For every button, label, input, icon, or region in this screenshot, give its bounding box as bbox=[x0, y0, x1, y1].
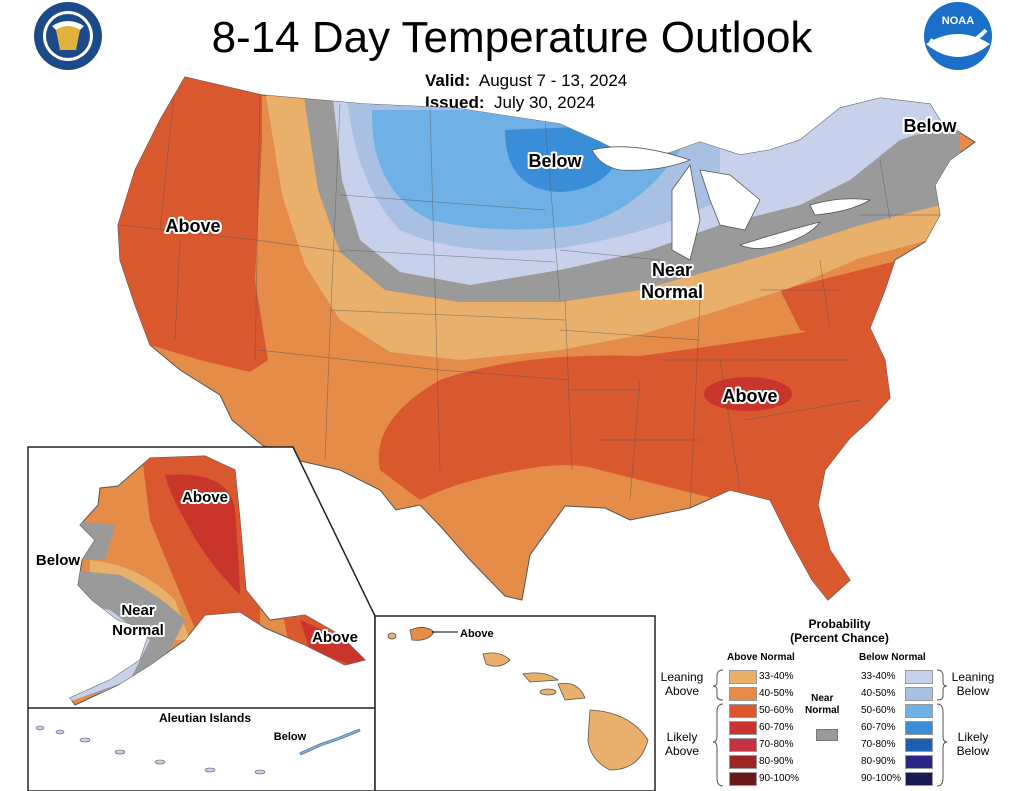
legend-likely-above-line1: Likely bbox=[666, 730, 698, 744]
legend-range-above-40-50: 40-50% bbox=[759, 688, 794, 699]
legend-range-above-60-70: 60-70% bbox=[759, 722, 794, 733]
noaa-logo-icon: NOAA bbox=[924, 2, 992, 70]
legend-title: Probability (Percent Chance) bbox=[655, 617, 1024, 645]
probability-legend: Probability (Percent Chance) Above Norma… bbox=[655, 612, 1024, 791]
label-below-northeast: Below bbox=[903, 116, 957, 136]
legend-leaning-below-line1: Leaning bbox=[951, 670, 995, 684]
legend-range-below-60-70: 60-70% bbox=[861, 722, 896, 733]
legend-swatch-above-50-60 bbox=[729, 704, 757, 718]
legend-swatch-below-40-50 bbox=[905, 687, 933, 701]
legend-leaning-above-line1: Leaning bbox=[660, 670, 704, 684]
legend-range-above-80-90: 80-90% bbox=[759, 756, 794, 767]
legend-below-header: Below Normal bbox=[859, 652, 926, 663]
label-below-north: Below bbox=[528, 151, 582, 171]
legend-leaning-below: Leaning Below bbox=[947, 670, 999, 698]
legend-swatch-above-33-40 bbox=[729, 670, 757, 684]
label-above-west: Above bbox=[165, 216, 220, 236]
legend-swatch-below-50-60 bbox=[905, 704, 933, 718]
legend-range-below-50-60: 50-60% bbox=[861, 705, 896, 716]
legend-likely-below-line2: Below bbox=[956, 744, 990, 758]
alaska-label-near-line1: Near bbox=[121, 602, 155, 619]
legend-title-line2: (Percent Chance) bbox=[790, 631, 889, 645]
aleutian-label-below: Below bbox=[274, 731, 307, 743]
label-near-normal-line1: Near bbox=[652, 260, 692, 280]
issued-line: Issued: July 30, 2024 bbox=[425, 92, 595, 114]
legend-range-below-80-90: 80-90% bbox=[861, 756, 896, 767]
alaska-label-near-line2: Normal bbox=[112, 622, 164, 639]
legend-swatch-above-40-50 bbox=[729, 687, 757, 701]
legend-range-above-90-100: 90-100% bbox=[759, 773, 800, 784]
legend-swatch-below-33-40 bbox=[905, 670, 933, 684]
alaska-label-above-north: Above bbox=[182, 489, 228, 506]
legend-swatch-below-90-100 bbox=[905, 772, 933, 786]
department-of-commerce-seal-icon bbox=[34, 2, 102, 70]
svg-text:NOAA: NOAA bbox=[942, 15, 974, 27]
legend-leaning-below-line2: Below bbox=[956, 684, 990, 698]
legend-above-header: Above Normal bbox=[727, 652, 795, 663]
legend-swatch-above-60-70 bbox=[729, 721, 757, 735]
valid-label: Valid: bbox=[425, 71, 471, 90]
label-near-normal-line2: Normal bbox=[641, 282, 703, 302]
legend-range-above-33-40: 33-40% bbox=[759, 671, 794, 682]
legend-range-above-70-80: 70-80% bbox=[759, 739, 794, 750]
legend-likely-below: Likely Below bbox=[947, 730, 999, 758]
legend-range-below-70-80: 70-80% bbox=[861, 739, 896, 750]
legend-likely-above-line2: Above bbox=[664, 744, 700, 758]
legend-range-below-90-100: 90-100% bbox=[861, 773, 902, 784]
issued-date: July 30, 2024 bbox=[493, 93, 596, 112]
legend-near-normal-swatch bbox=[816, 729, 838, 741]
legend-near-normal-line1: Near bbox=[811, 693, 834, 704]
legend-likely-below-line1: Likely bbox=[957, 730, 989, 744]
legend-braces bbox=[712, 669, 948, 787]
aleutian-title: Aleutian Islands bbox=[159, 711, 251, 725]
legend-title-line1: Probability bbox=[808, 617, 871, 631]
legend-leaning-above-line2: Above bbox=[664, 684, 700, 698]
legend-range-below-40-50: 40-50% bbox=[861, 688, 896, 699]
conus-map bbox=[117, 76, 976, 601]
legend-near-normal: Near Normal bbox=[805, 693, 839, 717]
legend-swatch-below-80-90 bbox=[905, 755, 933, 769]
valid-dates: August 7 - 13, 2024 bbox=[478, 71, 628, 90]
alaska-label-above-southeast: Above bbox=[312, 629, 358, 646]
hawaii-map bbox=[387, 627, 649, 771]
legend-likely-above: Likely Above bbox=[657, 730, 707, 758]
label-above-southeast: Above bbox=[722, 386, 777, 406]
map-title: 8-14 Day Temperature Outlook bbox=[211, 13, 813, 62]
valid-line: Valid: August 7 - 13, 2024 bbox=[425, 70, 627, 92]
legend-swatch-above-70-80 bbox=[729, 738, 757, 752]
legend-near-normal-line2: Normal bbox=[805, 705, 840, 716]
legend-range-below-33-40: 33-40% bbox=[861, 671, 896, 682]
legend-swatch-below-60-70 bbox=[905, 721, 933, 735]
legend-swatch-above-90-100 bbox=[729, 772, 757, 786]
legend-swatch-below-70-80 bbox=[905, 738, 933, 752]
legend-swatch-above-80-90 bbox=[729, 755, 757, 769]
legend-range-above-50-60: 50-60% bbox=[759, 705, 794, 716]
legend-leaning-above: Leaning Above bbox=[657, 670, 707, 698]
hawaii-label-above: Above bbox=[460, 628, 494, 640]
alaska-label-below-west: Below bbox=[36, 552, 81, 569]
